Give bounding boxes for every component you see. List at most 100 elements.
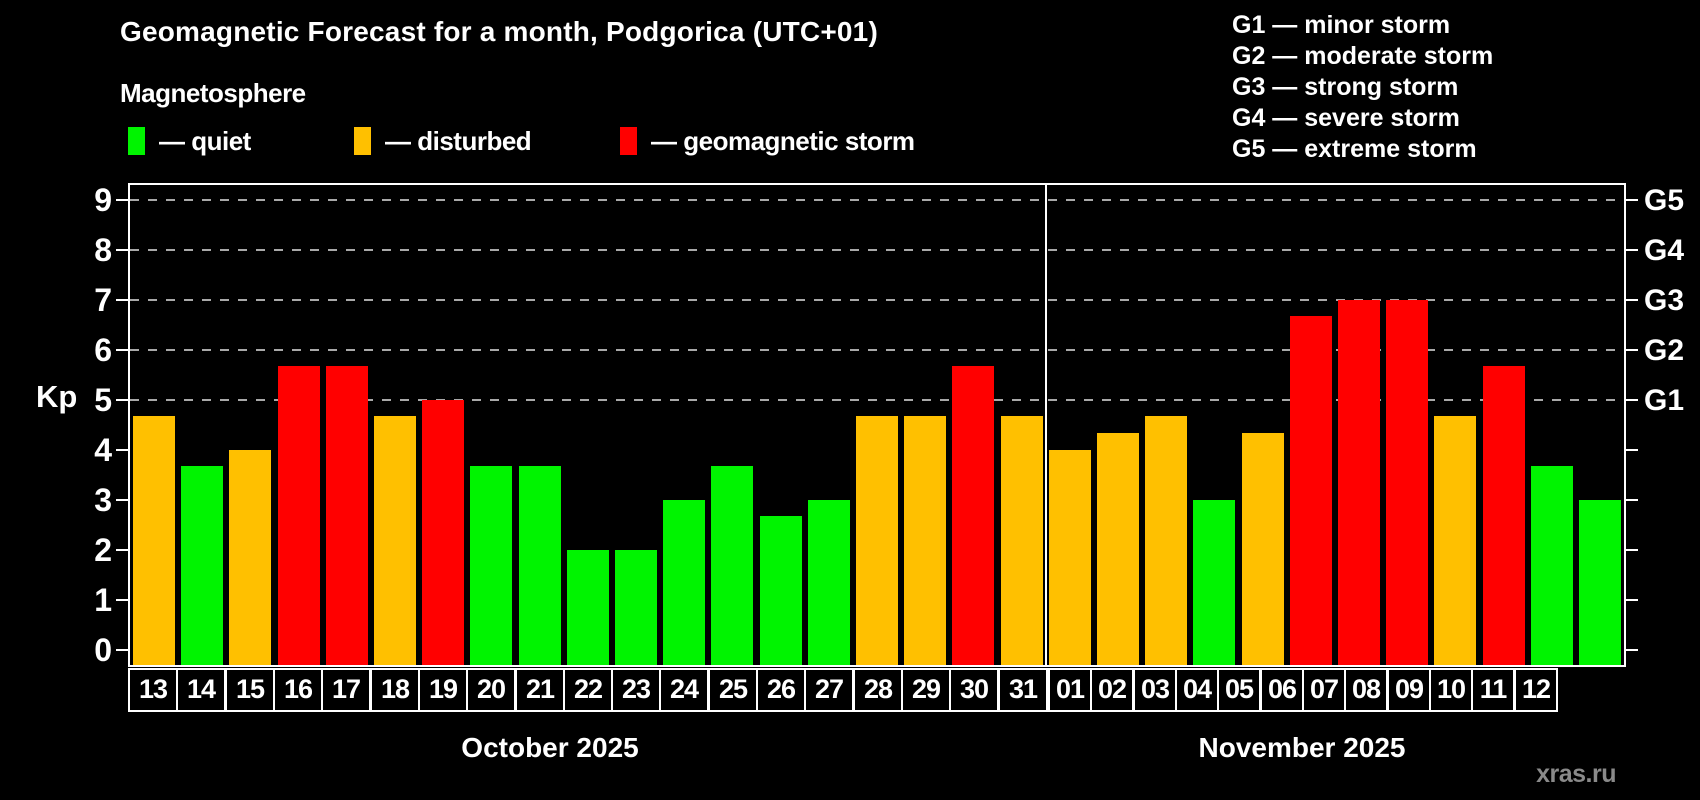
- kp-bar-day-06: [1290, 316, 1332, 665]
- day-label-november-05: 05: [1217, 668, 1261, 712]
- kp-bar-day-31: [1001, 416, 1043, 665]
- kp-bar-day-22: [567, 550, 609, 665]
- y-axis-tick-right-0: [1626, 649, 1638, 651]
- y-axis-tick-right-1: [1626, 599, 1638, 601]
- kp-bar-day-18: [374, 416, 416, 665]
- watermark: xras.ru: [1536, 760, 1616, 788]
- day-label-november-10: 10: [1429, 668, 1473, 712]
- y-axis-tick-label-8: 8: [94, 232, 112, 268]
- kp-bar-day-20: [470, 466, 512, 665]
- gridline-kp-7: [130, 299, 1624, 301]
- kp-bar-day-30: [952, 366, 994, 665]
- day-label-november-09: 09: [1387, 668, 1431, 712]
- day-label-november-03: 03: [1133, 668, 1177, 712]
- g-axis-label-g5: G5: [1644, 184, 1685, 217]
- kp-bar-day-04: [1193, 500, 1235, 665]
- y-axis-tick-label-2: 2: [94, 532, 112, 568]
- gridline-kp-8: [130, 249, 1624, 251]
- y-axis-tick-label-4: 4: [94, 432, 112, 468]
- g-scale-line-g4: G4 — severe storm: [1232, 104, 1460, 132]
- g-scale-line-g3: G3 — strong storm: [1232, 73, 1459, 101]
- day-label-november-07: 07: [1302, 668, 1346, 712]
- kp-bar-day-09: [1434, 416, 1476, 665]
- day-label-october-30: 30: [949, 668, 999, 712]
- kp-bar-day-10: [1483, 366, 1525, 665]
- y-axis-tick-right-9: [1626, 199, 1638, 201]
- day-label-october-16: 16: [273, 668, 323, 712]
- y-axis-tick-left-3: [116, 499, 128, 501]
- y-axis-tick-left-5: [116, 399, 128, 401]
- legend-item-storm: — geomagnetic storm: [620, 126, 915, 156]
- day-label-november-08: 08: [1344, 668, 1388, 712]
- kp-bar-day-21: [519, 466, 561, 665]
- g-axis-label-g1: G1: [1644, 384, 1685, 417]
- storm-color-swatch: [620, 127, 637, 155]
- kp-bar-day-13: [133, 416, 175, 665]
- kp-bar-day-01: [1049, 450, 1091, 665]
- day-label-november-01: 01: [1048, 668, 1092, 712]
- legend-item-disturbed: — disturbed: [354, 126, 532, 156]
- day-label-october-13: 13: [128, 668, 178, 712]
- kp-bar-day-29: [904, 416, 946, 665]
- day-label-october-25: 25: [708, 668, 758, 712]
- y-axis-tick-left-9: [116, 199, 128, 201]
- y-axis-tick-label-5: 5: [94, 382, 112, 418]
- y-axis-tick-label-3: 3: [94, 482, 112, 518]
- y-axis-tick-right-7: [1626, 299, 1638, 301]
- quiet-color-swatch: [128, 127, 145, 155]
- kp-bar-day-07: [1338, 300, 1380, 665]
- g-axis-label-g2: G2: [1644, 334, 1685, 367]
- y-axis-tick-right-6: [1626, 349, 1638, 351]
- kp-bar-day-25: [711, 466, 753, 665]
- legend-label-storm: — geomagnetic storm: [651, 125, 915, 156]
- g-scale-legend: G1 — minor storm G2 — moderate storm G3 …: [1232, 10, 1493, 165]
- gridline-kp-6: [130, 349, 1624, 351]
- g-scale-line-g2: G2 — moderate storm: [1232, 42, 1494, 70]
- y-axis-tick-left-7: [116, 299, 128, 301]
- y-axis-tick-right-5: [1626, 399, 1638, 401]
- y-axis-tick-left-1: [116, 599, 128, 601]
- day-label-october-21: 21: [515, 668, 565, 712]
- month-divider: [1045, 185, 1047, 665]
- legend-label-quiet: — quiet: [159, 125, 251, 156]
- g-axis-label-g4: G4: [1644, 234, 1685, 267]
- day-label-october-27: 27: [804, 668, 854, 712]
- day-label-october-26: 26: [756, 668, 806, 712]
- day-label-november-06: 06: [1260, 668, 1304, 712]
- kp-bar-day-23: [615, 550, 657, 665]
- day-label-october-23: 23: [611, 668, 661, 712]
- kp-bar-day-02: [1097, 433, 1139, 665]
- y-axis-tick-left-8: [116, 249, 128, 251]
- y-axis-tick-label-0: 0: [94, 632, 112, 668]
- day-label-october-31: 31: [998, 668, 1048, 712]
- chart-title: Geomagnetic Forecast for a month, Podgor…: [120, 16, 878, 47]
- day-label-october-19: 19: [418, 668, 468, 712]
- month-label-october: October 2025: [461, 732, 639, 763]
- kp-bar-day-15: [229, 450, 271, 665]
- plot-area: [128, 183, 1626, 667]
- kp-bar-day-08: [1386, 300, 1428, 665]
- g-scale-line-g1: G1 — minor storm: [1232, 11, 1451, 39]
- kp-bar-day-14: [181, 466, 223, 665]
- y-axis-tick-right-8: [1626, 249, 1638, 251]
- kp-bar-day-26: [760, 516, 802, 665]
- day-label-november-11: 11: [1471, 668, 1515, 712]
- y-axis-tick-left-4: [116, 449, 128, 451]
- kp-bar-day-24: [663, 500, 705, 665]
- g-axis-label-g3: G3: [1644, 284, 1685, 317]
- kp-bar-day-16: [278, 366, 320, 665]
- gridline-layer: [130, 185, 1624, 665]
- magnetosphere-label: Magnetosphere: [120, 78, 306, 108]
- kp-bar-day-05: [1242, 433, 1284, 665]
- kp-bar-day-28: [856, 416, 898, 665]
- day-label-october-18: 18: [370, 668, 420, 712]
- day-label-november-12: 12: [1514, 668, 1558, 712]
- day-label-october-15: 15: [225, 668, 275, 712]
- kp-bar-day-19: [422, 400, 464, 665]
- disturbed-color-swatch: [354, 127, 371, 155]
- day-label-october-22: 22: [563, 668, 613, 712]
- g-scale-line-g5: G5 — extreme storm: [1232, 135, 1477, 163]
- kp-axis-label: Kp: [36, 379, 78, 414]
- kp-bar-day-11: [1531, 466, 1573, 665]
